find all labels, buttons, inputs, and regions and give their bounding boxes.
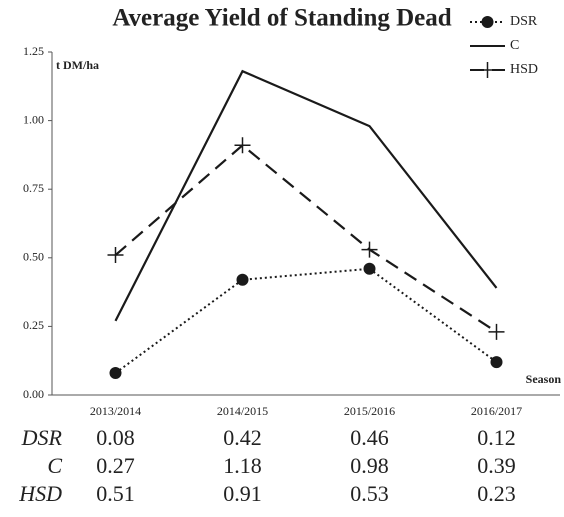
legend-label: C	[510, 38, 519, 53]
marker	[109, 367, 122, 380]
marker	[234, 137, 251, 154]
y-axis-label: t DM/ha	[56, 58, 99, 72]
table-value: 1.18	[223, 453, 262, 478]
y-tick-label: 0.00	[23, 387, 44, 401]
table-row-name: HSD	[18, 481, 62, 506]
x-tick-label: 2014/2015	[217, 404, 268, 418]
legend-label: DSR	[510, 14, 538, 29]
y-tick-label: 1.25	[23, 44, 44, 58]
marker	[481, 16, 494, 28]
table-row-name: C	[47, 453, 62, 478]
y-tick-label: 0.75	[23, 181, 44, 195]
series-line	[114, 69, 498, 322]
marker	[236, 273, 249, 286]
table-value: 0.91	[223, 481, 262, 506]
x-tick-label: 2016/2017	[471, 404, 522, 418]
marker	[361, 241, 378, 258]
table-value: 0.12	[477, 425, 516, 450]
table-value: 0.51	[96, 481, 135, 506]
series-line	[114, 267, 498, 374]
series-line	[114, 143, 498, 333]
y-tick-label: 1.00	[23, 112, 44, 126]
table-value: 0.27	[96, 453, 135, 478]
x-axis-label: Season	[526, 372, 562, 386]
y-tick-label: 0.50	[23, 250, 44, 264]
marker	[107, 247, 124, 264]
chart-title: Average Yield of Standing Dead	[112, 5, 451, 32]
x-tick-label: 2013/2014	[90, 404, 141, 418]
x-tick-label: 2015/2016	[344, 404, 395, 418]
table-value: 0.08	[96, 425, 135, 450]
table-value: 0.46	[350, 425, 389, 450]
table-value: 0.98	[350, 453, 389, 478]
legend-label: HSD	[510, 62, 538, 77]
marker	[479, 62, 496, 78]
table-row-name: DSR	[21, 425, 63, 450]
table-value: 0.42	[223, 425, 262, 450]
marker	[488, 323, 505, 340]
table-value: 0.53	[350, 481, 389, 506]
marker	[490, 356, 503, 369]
table-value: 0.23	[477, 481, 516, 506]
y-tick-label: 0.25	[23, 318, 44, 332]
table-value: 0.39	[477, 453, 516, 478]
marker	[363, 262, 376, 275]
